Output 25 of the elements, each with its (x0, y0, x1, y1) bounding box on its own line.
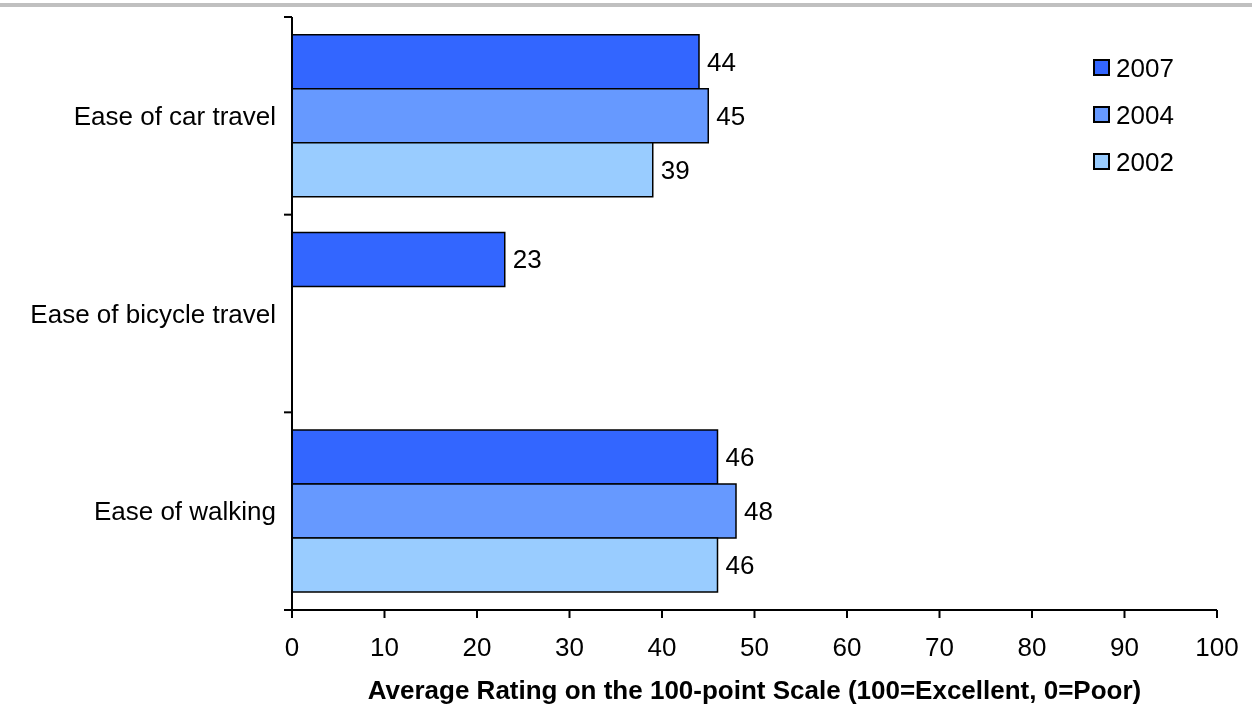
x-tick-label: 80 (1017, 632, 1047, 663)
x-tick-label: 90 (1110, 632, 1139, 663)
x-tick-label: 10 (370, 632, 399, 663)
y-tick-label: Ease of walking (93, 496, 276, 527)
data-label: 46 (725, 550, 755, 581)
data-label: 45 (716, 100, 746, 131)
legend-label: 2004 (1116, 99, 1174, 130)
data-label: 48 (744, 496, 773, 527)
y-tick-label: Ease of car travel (73, 100, 276, 131)
x-tick-label: 20 (462, 632, 492, 663)
x-tick-label: 30 (555, 632, 584, 663)
x-tick-label: 100 (1195, 632, 1239, 663)
legend-label: 2007 (1116, 52, 1174, 83)
data-label: 39 (660, 154, 690, 185)
data-label: 23 (512, 244, 542, 275)
x-tick-label: 40 (647, 632, 677, 663)
legend-label: 2002 (1116, 146, 1174, 177)
x-tick-label: 50 (740, 632, 769, 663)
x-tick-label: 60 (832, 632, 862, 663)
data-label: 44 (707, 46, 736, 77)
x-axis-title: Average Rating on the 100-point Scale (100=Excellent, 0=Poor) (367, 675, 1142, 705)
y-tick-label: Ease of bicycle travel (30, 298, 276, 329)
x-tick-label: 70 (925, 632, 954, 663)
data-label: 46 (725, 442, 755, 473)
x-tick-label: 0 (284, 632, 300, 663)
